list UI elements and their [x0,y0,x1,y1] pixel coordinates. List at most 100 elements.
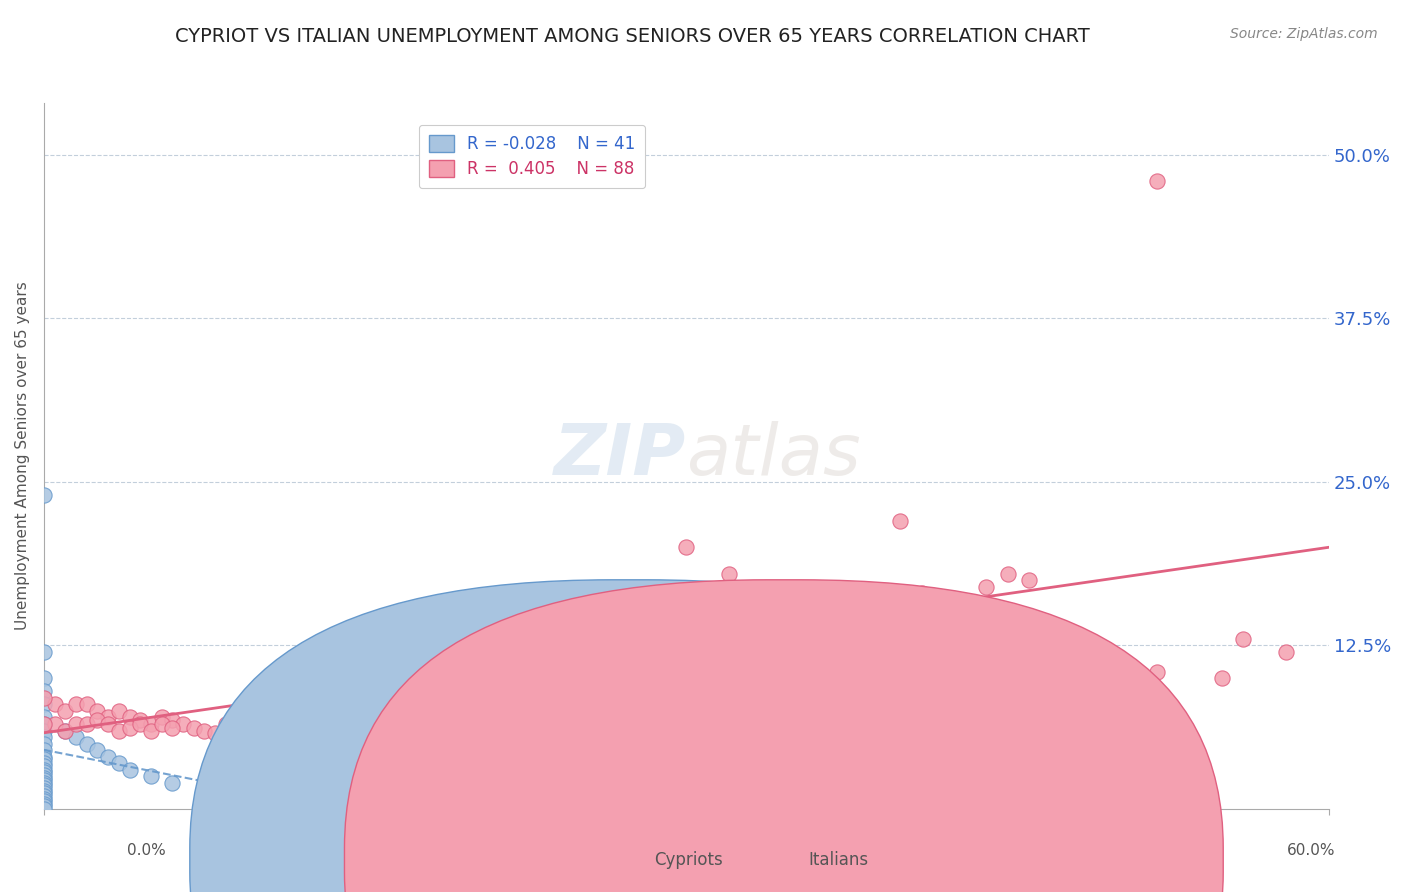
Point [193,723,215,738]
Point [322,704,344,718]
Text: 60.0%: 60.0% [1288,843,1336,858]
Point [547,651,569,665]
Point [204,726,226,740]
Point [997,566,1019,581]
Point [32,763,55,777]
Point [343,700,366,714]
Point [1060,658,1083,673]
Point [269,704,291,718]
Point [408,671,430,685]
Point [97,710,120,724]
Point [1232,632,1254,646]
Point [311,698,333,712]
Point [32,771,55,785]
Text: atlas: atlas [686,421,860,491]
Point [65,717,87,731]
Point [150,717,173,731]
Legend: R = -0.028    N = 41, R =  0.405    N = 88: R = -0.028 N = 41, R = 0.405 N = 88 [419,125,645,188]
Point [32,765,55,780]
Point [32,743,55,757]
Point [257,723,280,738]
Point [278,710,301,724]
Point [633,632,655,646]
Point [76,717,98,731]
Point [418,665,440,679]
Point [32,749,55,764]
Point [247,717,270,731]
Point [65,698,87,712]
Point [32,802,55,816]
Text: Source: ZipAtlas.com: Source: ZipAtlas.com [1230,27,1378,41]
Point [32,773,55,788]
Point [32,756,55,771]
Point [162,721,184,735]
Point [129,717,152,731]
Point [53,723,76,738]
Point [396,690,419,705]
Point [889,599,911,614]
Point [32,779,55,793]
Point [32,684,55,698]
Point [868,606,890,620]
Point [32,759,55,773]
Point [1146,665,1168,679]
Point [387,678,409,692]
Point [32,488,55,502]
Point [150,710,173,724]
Point [162,776,184,790]
Point [32,698,55,712]
Point [503,651,526,665]
Point [32,789,55,803]
Point [589,632,612,646]
Point [364,684,387,698]
Point [1146,174,1168,188]
Point [236,723,259,738]
Point [53,704,76,718]
Point [675,541,697,555]
Point [32,710,55,724]
Point [718,619,741,633]
Point [1018,573,1040,587]
Point [482,671,505,685]
Point [32,799,55,814]
Point [32,645,55,659]
Point [375,671,398,685]
Point [718,566,741,581]
Point [97,749,120,764]
Point [32,717,55,731]
Point [1275,645,1298,659]
Point [129,713,152,727]
Point [76,737,98,751]
Point [675,619,697,633]
Point [761,612,783,626]
Point [354,678,377,692]
Point [183,721,205,735]
Point [139,723,162,738]
Point [108,756,131,771]
Point [332,690,354,705]
Point [301,690,323,705]
Point [1104,671,1126,685]
Point [32,690,55,705]
Point [118,710,141,724]
Point [225,721,247,735]
Text: ZIP: ZIP [554,421,686,491]
Point [32,797,55,811]
Point [1211,671,1233,685]
Point [215,717,238,731]
Point [953,599,976,614]
Point [32,786,55,800]
Point [204,782,226,797]
Point [782,606,804,620]
Point [825,599,848,614]
Point [32,752,55,766]
Point [76,698,98,712]
Point [139,769,162,783]
Point [911,586,934,600]
Point [53,723,76,738]
Point [86,704,108,718]
Point [172,717,194,731]
Point [740,625,762,640]
Point [804,619,827,633]
Point [86,743,108,757]
